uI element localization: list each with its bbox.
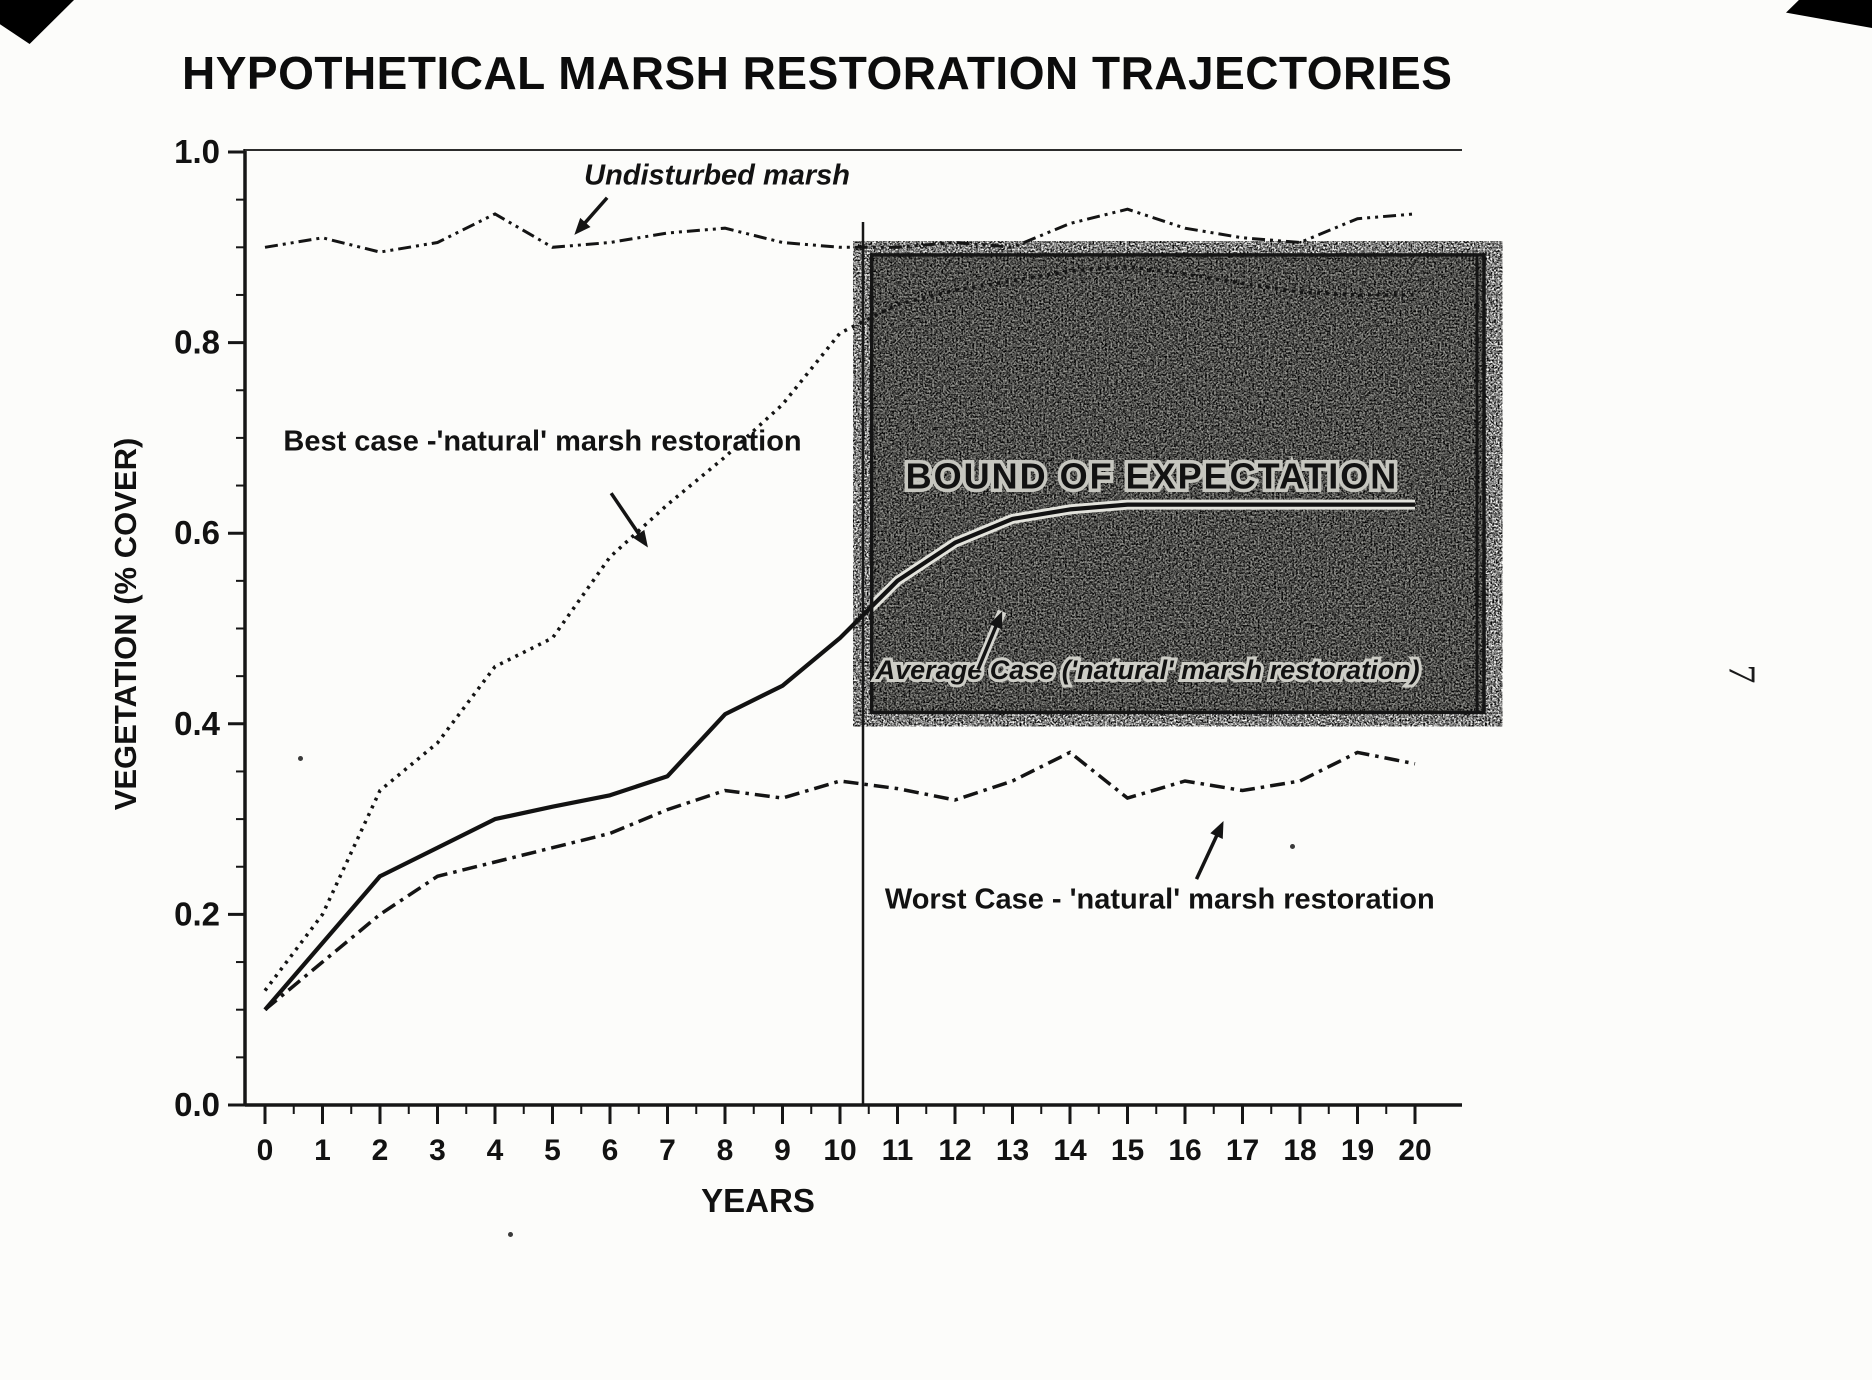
y-tick-label: 0.2 [174, 895, 220, 932]
scan-speck [298, 756, 303, 761]
annotation-worst-case-natural-marsh-res: Worst Case - 'natural' marsh restoration [885, 884, 1435, 916]
x-tick-label: 9 [774, 1134, 791, 1167]
x-tick-label: 6 [602, 1134, 619, 1167]
scan-speck [1290, 844, 1295, 849]
x-tick-label: 15 [1111, 1134, 1144, 1167]
x-tick-label: 8 [717, 1134, 734, 1167]
annotation-arrowhead [989, 611, 1003, 630]
annotation-best-case-natural-marsh-rest: Best case -'natural' marsh restoration [283, 425, 801, 457]
annotation-average-case-natural-marsh-r: Average Case ('natural' marsh restoratio… [875, 655, 1420, 685]
bound-box-border [869, 253, 1486, 715]
y-tick-label: 0.4 [174, 705, 221, 742]
x-tick-label: 4 [487, 1134, 504, 1167]
annotation-arrow [976, 618, 1001, 671]
y-tick-label: 0.8 [174, 324, 220, 361]
x-tick-label: 14 [1053, 1134, 1087, 1167]
x-axis-title: YEARS [701, 1182, 815, 1219]
x-tick-label: 13 [996, 1134, 1029, 1167]
figure-title: HYPOTHETICAL MARSH RESTORATION TRAJECTOR… [182, 47, 1453, 99]
annotation-arrowhead [632, 529, 648, 548]
bound-of-expectation-label: BOUND OF EXPECTATION [906, 455, 1399, 496]
page-number: 7 [1720, 664, 1763, 684]
annotation-arrow [1194, 827, 1222, 880]
annotation-undisturbed-marsh: Undisturbed marsh [584, 159, 850, 191]
series-average-case-natural-marsh-restoration [263, 502, 1415, 1012]
bound-box-texture [871, 254, 1484, 713]
x-tick-label: 10 [823, 1134, 856, 1167]
x-tick-label: 18 [1283, 1134, 1316, 1167]
figure-caption: Figure 2: Hypothetical curves for marsh … [276, 1294, 1183, 1380]
y-tick-label: 0.6 [174, 514, 220, 551]
x-tick-label: 0 [257, 1134, 274, 1167]
x-tick-label: 3 [429, 1134, 446, 1167]
annotation-arrowhead [574, 217, 591, 235]
x-tick-label: 11 [882, 1134, 914, 1167]
series-undisturbed-marsh [264, 207, 1416, 254]
x-tick-label: 7 [659, 1134, 676, 1167]
x-tick-label: 20 [1398, 1134, 1431, 1167]
x-tick-label: 12 [938, 1134, 971, 1167]
annotation-arrow [609, 492, 645, 542]
series-worst-case-natural-marsh-restoration [263, 750, 1416, 1012]
y-tick-label: 1.0 [174, 133, 220, 170]
y-tick-label: 0.0 [174, 1086, 220, 1123]
x-tick-label: 5 [544, 1134, 561, 1167]
x-tick-label: 17 [1226, 1134, 1259, 1167]
x-tick-label: 2 [372, 1134, 389, 1167]
x-tick-label: 16 [1168, 1134, 1201, 1167]
x-tick-label: 1 [314, 1134, 331, 1167]
annotation-arrowhead [1210, 821, 1224, 839]
scan-speck [508, 1232, 513, 1237]
x-tick-label: 19 [1341, 1134, 1374, 1167]
